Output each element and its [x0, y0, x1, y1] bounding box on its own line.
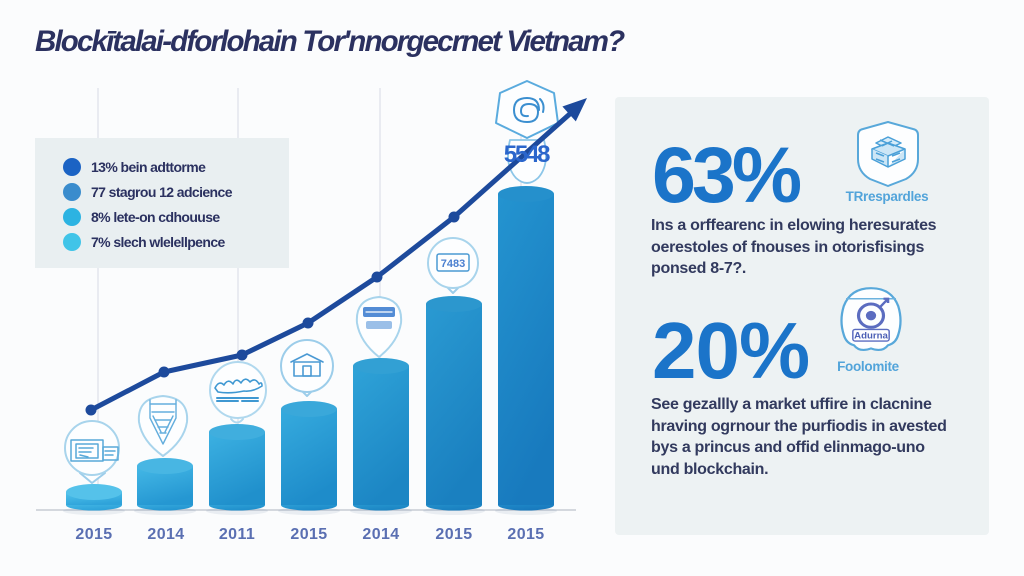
svg-text:2015: 2015 — [507, 526, 544, 543]
svg-text:2015: 2015 — [290, 526, 327, 543]
svg-text:5548: 5548 — [504, 141, 550, 168]
svg-text:Adurna: Adurna — [854, 331, 889, 341]
svg-text:2014: 2014 — [147, 526, 184, 543]
svg-text:2011: 2011 — [219, 526, 255, 543]
svg-text:2015: 2015 — [435, 526, 472, 543]
svg-text:2015: 2015 — [75, 526, 112, 543]
svg-text:2014: 2014 — [362, 526, 399, 543]
svg-text:7483: 7483 — [441, 258, 465, 270]
